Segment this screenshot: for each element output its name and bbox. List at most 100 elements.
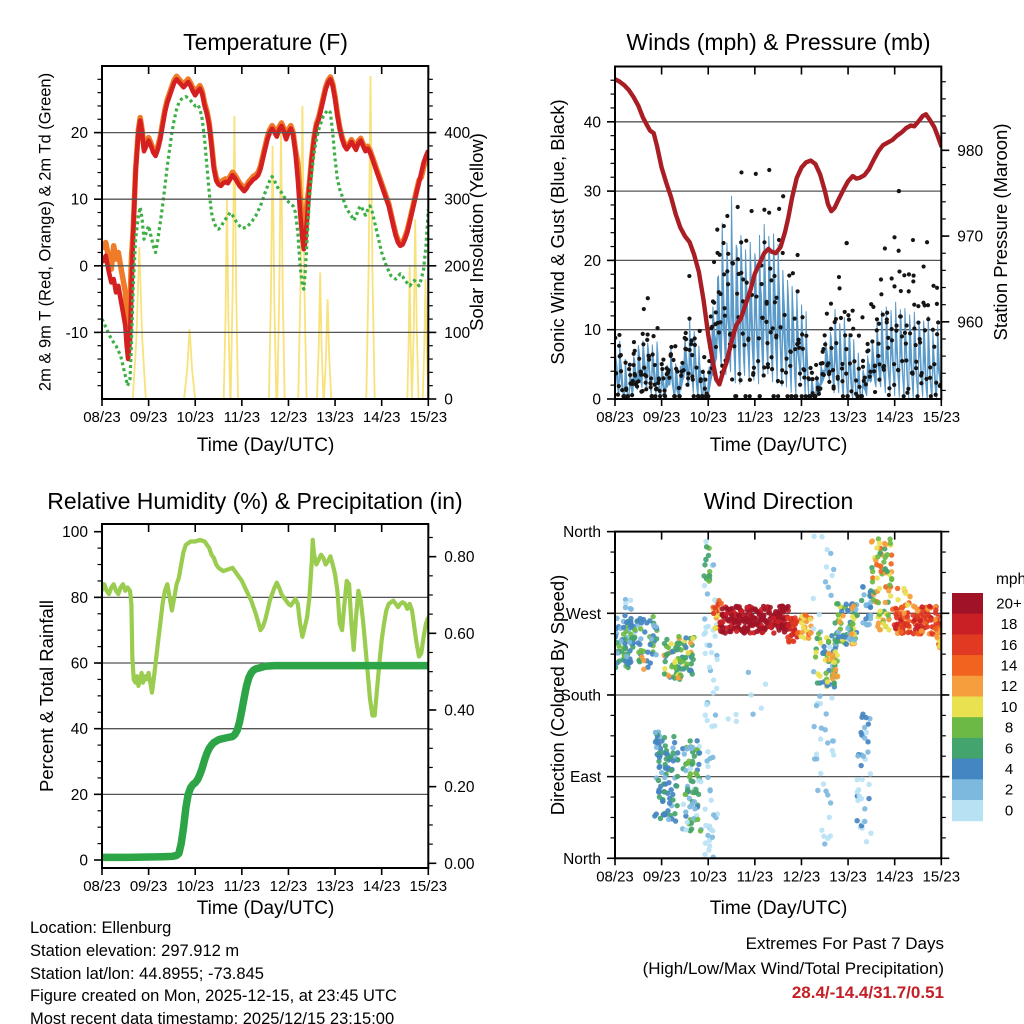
y-tick-label: 960 [957,314,983,331]
y-tick-label: 60 [71,656,89,673]
x-tick-label: 09/23 [130,409,168,426]
x-tick-label: 12/23 [270,409,308,426]
humidity-series [102,537,429,862]
x-tick-label: 14/23 [363,409,401,426]
total-rainfall-line [102,661,429,862]
y-tick-label: 20 [584,253,602,270]
y-tick-label: 0.60 [444,626,475,643]
station-location: Location: Ellenburg [30,919,172,937]
x-tick-label: 12/23 [783,868,821,885]
data-timestamp: Most recent data timestamp: 2025/12/15 2… [30,1010,395,1024]
y-tick-label: 40 [71,721,89,738]
colorbar-label: 10 [1001,699,1018,716]
plot-frame [101,523,430,869]
y-tick-label: 100 [444,325,470,342]
relative-humidity-line [102,537,429,718]
x-tick-label: 12/23 [270,878,308,895]
y-tick-label: 20 [71,787,89,804]
winds-ylabel-right: Station Pressure (Maroon) [990,123,1011,341]
x-tick-label: 13/23 [316,409,354,426]
dewpoint-line [102,95,429,388]
x-tick-label: 09/23 [130,878,168,895]
x-tick-label: 09/23 [643,868,681,885]
x-tick-label: 15/23 [923,868,961,885]
colorbar-label: 16 [1001,637,1018,654]
wind-direction-chart-title: Wind Direction [703,488,854,514]
x-tick-label: 11/23 [224,409,260,426]
winds-ylabel-left: Sonic Wind & Gust (Blue, Black) [547,99,568,365]
x-tick-label: 08/23 [83,878,121,895]
x-tick-label: 14/23 [876,868,914,885]
colorbar-label: 2 [1005,782,1013,799]
y-tick-label: 970 [957,229,983,246]
y-tick-label: South [560,687,601,704]
x-tick-label: 08/23 [596,868,634,885]
humidity-ylabel-left: Percent & Total Rainfall [36,600,57,792]
y-tick-label: 0.20 [444,779,475,796]
extremes-values: 28.4/-14.4/31.7/0.51 [791,983,944,1002]
y-tick-label: East [570,769,602,786]
y-tick-label: 0 [444,392,453,409]
x-tick-label: 12/23 [783,409,821,426]
winds-chart-title: Winds (mph) & Pressure (mb) [626,29,931,55]
plot-frame [101,65,430,400]
x-tick-label: 08/23 [596,409,634,426]
colorbar-label: 12 [1001,678,1018,695]
x-tick-label: 15/23 [923,409,961,426]
temperature-series [102,73,429,399]
temperature-ylabel-right: Solar Insolation (Yellow) [466,133,487,331]
y-tick-label: 100 [62,524,88,541]
y-tick-label: 0 [592,392,601,409]
temperature-xlabel: Time (Day/UTC) [196,435,335,456]
x-tick-label: 13/23 [316,878,354,895]
y-tick-label: West [566,606,602,623]
winds-xlabel: Time (Day/UTC) [709,435,848,456]
x-tick-label: 11/23 [224,878,260,895]
x-tick-label: 14/23 [363,878,401,895]
wind-direction-dots [615,533,942,859]
x-tick-label: 08/23 [83,409,121,426]
y-tick-label: 0.40 [444,702,475,719]
x-tick-label: 10/23 [176,409,214,426]
extremes-block: Extremes For Past 7 Days (High/Low/Max W… [643,932,944,1006]
station-info: Location: Ellenburg Station elevation: 2… [30,917,397,1024]
station-latlon: Station lat/lon: 44.8955; -73.845 [30,964,264,983]
x-tick-label: 11/23 [737,409,773,426]
y-tick-label: 200 [444,258,470,275]
humidity-xlabel: Time (Day/UTC) [196,898,335,919]
x-tick-label: 13/23 [829,409,867,426]
colorbar-label: 6 [1005,740,1013,757]
x-tick-label: 14/23 [876,409,914,426]
y-tick-label: -10 [66,325,89,342]
winds-series [615,77,942,399]
y-tick-label: 300 [444,192,470,209]
y-tick-label: 10 [71,192,89,209]
wind-direction-ylabel-left: Direction (Colored By Speed) [547,574,568,816]
y-tick-label: North [563,851,601,868]
extremes-title: Extremes For Past 7 Days [745,934,944,953]
colorbar-label: 18 [1001,616,1018,633]
wind-direction-xlabel: Time (Day/UTC) [709,898,848,919]
x-tick-label: 13/23 [829,868,867,885]
colorbar-title: mph [996,571,1024,588]
x-tick-label: 10/23 [689,409,727,426]
x-tick-label: 11/23 [737,868,773,885]
y-tick-label: 80 [71,590,89,607]
speed-colorbar: 20+ 18 16 14 12 10 8 6 4 2 0 [952,593,1022,822]
temp-9m-line [102,73,429,329]
y-tick-label: 0 [79,853,88,870]
extremes-subtitle: (High/Low/Max Wind/Total Precipitation) [642,958,944,978]
x-tick-label: 15/23 [410,409,448,426]
colorbar-label: 14 [1001,657,1018,674]
solar-insolation-line [102,75,429,399]
y-tick-label: 10 [584,322,602,339]
x-tick-label: 09/23 [643,409,681,426]
y-tick-label: 400 [444,125,470,142]
y-tick-label: 980 [957,143,983,160]
temp-2m-line [102,77,429,362]
x-tick-label: 10/23 [176,878,214,895]
pressure-line [615,77,942,387]
y-tick-label: 0.00 [444,856,475,873]
